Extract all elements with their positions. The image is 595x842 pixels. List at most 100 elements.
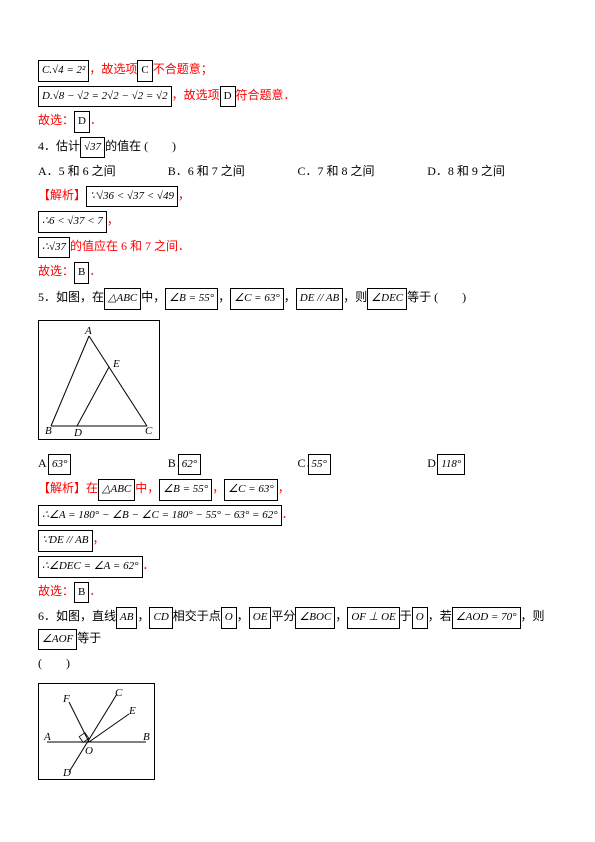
q5-calc-r: ． — [282, 507, 294, 521]
q6-m5: ， — [335, 609, 347, 623]
ans-d-box: D — [74, 111, 90, 133]
q4-optd: D．8 和 9 之间 — [427, 162, 557, 181]
q6-oe: OE — [249, 607, 272, 629]
q5-in-m2: ， — [212, 481, 224, 495]
q5-answer: 故选：B． — [38, 582, 557, 604]
q5-b: ∠B = 55° — [165, 288, 218, 310]
text-d2: 符合题意． — [236, 88, 296, 102]
fig2-f: F — [62, 693, 70, 705]
line-d-option: D.√8 − √2 = 2√2 − √2 = √2，故选项D符合题意． — [38, 86, 557, 108]
q6-ab: AB — [116, 607, 137, 629]
q4-jiexi: 【解析】∵√36 < √37 < √49， — [38, 186, 557, 208]
q6-paren-text: ( ) — [38, 656, 70, 670]
q4-optb: B．6 和 7 之间 — [168, 162, 298, 181]
q5-in-r: ， — [278, 481, 290, 495]
page-root: C.√4 = 2²，故选项C不合题意； D.√8 − √2 = 2√2 − √2… — [0, 0, 595, 810]
fig2-b: B — [143, 731, 150, 743]
q5-ans-pre: 故选： — [38, 584, 74, 598]
text-d1: ，故选项 — [172, 88, 220, 102]
lines-figure: A B C D E F O — [38, 683, 155, 780]
q5-ans-box: B — [74, 582, 89, 604]
q5-m5: 等于 ( ) — [407, 290, 466, 304]
q5-de-box: ∵DE // AB — [38, 530, 93, 552]
q4-concl-box: ∴√37 — [38, 237, 70, 259]
ans-d-post: ． — [90, 113, 102, 127]
q5-res: ∴∠DEC = ∠A = 62°． — [38, 556, 557, 578]
q6-aof: ∠AOF — [38, 629, 77, 651]
fig2-c: C — [115, 687, 123, 699]
q5-jiexi-lbl: 【解析】 — [38, 481, 86, 495]
q6-o2: O — [412, 607, 428, 629]
q6-stem: 6．如图，直线AB，CD相交于点O，OE平分∠BOC，OF ⊥ OE于O，若∠A… — [38, 607, 557, 650]
fig2-a: A — [43, 731, 51, 743]
q4-concl-text: 的值应在 6 和 7 之间． — [70, 239, 190, 253]
fig2-d: D — [62, 767, 71, 779]
q5-no: 5．如图，在 — [38, 290, 104, 304]
q5-calc-box: ∴∠A = 180° − ∠B − ∠C = 180° − 55° − 63° … — [38, 505, 282, 527]
q4-ineq: ∴6 < √37 < 7， — [38, 211, 557, 233]
q5-res-r: ． — [143, 558, 155, 572]
answer-d: 故选：D． — [38, 111, 557, 133]
q5-m1: 中， — [141, 290, 165, 304]
q4-ans-pre: 故选： — [38, 264, 74, 278]
q6-cd: CD — [149, 607, 172, 629]
q5-m3: ， — [284, 290, 296, 304]
fig1-d: D — [73, 427, 82, 439]
q6-m4: 平分 — [271, 609, 295, 623]
fig1-c: C — [145, 425, 153, 437]
q4-ans-box: B — [74, 262, 89, 284]
q5-res-box: ∴∠DEC = ∠A = 62° — [38, 556, 143, 578]
q4-concl: ∴√37的值应在 6 和 7 之间． — [38, 237, 557, 259]
q5-in: 在 — [86, 481, 98, 495]
q5-in-tri: △ABC — [98, 479, 135, 501]
q5-ans-post: ． — [89, 584, 101, 598]
q6-aod: ∠AOD = 70° — [452, 607, 521, 629]
q5-in-c: ∠C = 63° — [224, 479, 278, 501]
q6-paren: ( ) — [38, 654, 557, 673]
q4-ineq-box: ∴6 < √37 < 7 — [38, 211, 107, 233]
q5-c: ∠C = 63° — [230, 288, 284, 310]
expr-c: C.√4 = 2² — [38, 60, 89, 82]
fig1-a: A — [84, 325, 92, 337]
opt-d: D — [220, 86, 236, 108]
q6-m8: ，则 — [521, 609, 545, 623]
q4-jiexi-comma: ， — [178, 188, 190, 202]
q6-figure: A B C D E F O — [38, 677, 557, 790]
fig1-b: B — [45, 425, 52, 437]
q5-m4: ，则 — [343, 290, 367, 304]
q5-optb: 62° — [178, 454, 201, 476]
q5-opta: 63° — [48, 454, 71, 476]
q5-jiexi: 【解析】在△ABC中，∠B = 55°，∠C = 63°， — [38, 479, 557, 501]
q5-dec: ∠DEC — [367, 288, 407, 310]
q4-ineq-comma: ， — [107, 213, 119, 227]
q4-jiexi-expr: ∵√36 < √37 < √49 — [86, 186, 178, 208]
q5-options: A．63° B．62° C．55° D．118° — [38, 454, 557, 476]
q4-stem: 4．估计√37的值在 ( ) — [38, 137, 557, 159]
q5-in-mid: 中， — [135, 481, 159, 495]
q6-m3: ， — [237, 609, 249, 623]
text-c2: 不合题意； — [153, 62, 213, 76]
q4-answer: 故选：B． — [38, 262, 557, 284]
fig2-e: E — [128, 705, 136, 717]
q6-o: O — [221, 607, 237, 629]
q5-optd: 118° — [437, 454, 465, 476]
q5-in-b: ∠B = 55° — [159, 479, 212, 501]
q4-ans-post: ． — [89, 264, 101, 278]
q6-boc: ∠BOC — [295, 607, 335, 629]
fig2-o: O — [85, 745, 93, 757]
q5-optc: 55° — [308, 454, 331, 476]
q4-opta: A．5 和 6 之间 — [38, 162, 168, 181]
q5-m2: ， — [218, 290, 230, 304]
q5-tri: △ABC — [104, 288, 141, 310]
q4-no: 4．估计 — [38, 139, 80, 153]
q5-figure: A E B D C — [38, 314, 557, 450]
q5-calc: ∴∠A = 180° − ∠B − ∠C = 180° − 55° − 63° … — [38, 505, 557, 527]
expr-d: D.√8 − √2 = 2√2 − √2 = √2 — [38, 86, 172, 108]
fig1-e: E — [112, 358, 120, 370]
q4-optc: C．7 和 8 之间 — [298, 162, 428, 181]
q4-options: A．5 和 6 之间 B．6 和 7 之间 C．7 和 8 之间 D．8 和 9… — [38, 162, 557, 181]
q6-of: OF ⊥ OE — [347, 607, 399, 629]
line-c-option: C.√4 = 2²，故选项C不合题意； — [38, 60, 557, 82]
text-c1: ，故选项 — [89, 62, 137, 76]
q6-m9: 等于 — [77, 631, 101, 645]
